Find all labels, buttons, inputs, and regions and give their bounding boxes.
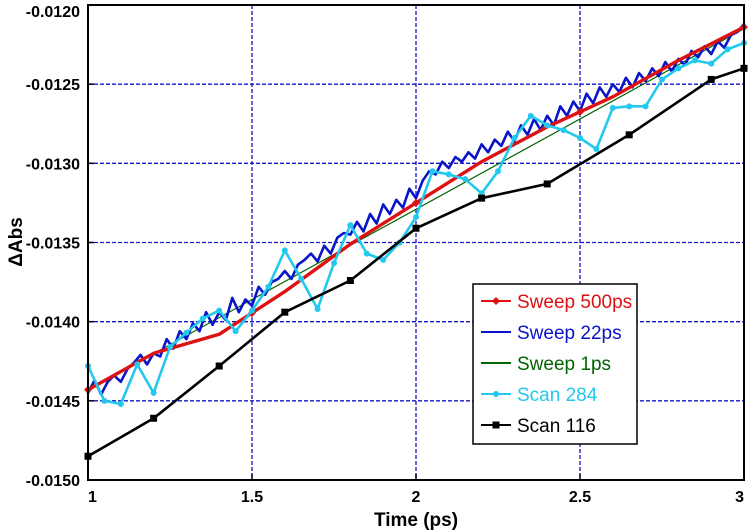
- scan-284-point: [642, 103, 649, 110]
- y-tick-label: -0.0125: [26, 77, 80, 94]
- scan-284-point: [265, 283, 272, 290]
- legend-label: Scan 284: [517, 385, 598, 406]
- scan-284-point: [675, 65, 682, 72]
- legend-label: Sweep 22ps: [517, 323, 622, 344]
- scan-284-point: [429, 168, 436, 175]
- x-axis-ticks: 1 1.5 2 2.5 3: [87, 474, 745, 506]
- scan-284-point: [183, 329, 190, 336]
- x-tick-label: 3: [735, 489, 744, 506]
- scan-284-point: [298, 275, 305, 282]
- scan-284-point: [691, 57, 698, 64]
- sweep-500ps-point: [576, 107, 584, 116]
- scan-116-point: [281, 308, 289, 316]
- scan-284-point: [216, 307, 223, 314]
- scan-284-point: [413, 214, 419, 221]
- scan-284-point: [462, 176, 469, 183]
- scan-284-point: [347, 222, 354, 229]
- scan-284-point: [493, 391, 499, 397]
- x-tick-label: 1: [88, 489, 97, 506]
- scan-284-point: [544, 122, 551, 129]
- sweep-22ps-series: [86, 22, 746, 396]
- scan-284-point: [609, 104, 616, 111]
- scan-284-point: [101, 397, 108, 404]
- scan-116-point: [150, 414, 158, 422]
- scan-284-point: [495, 168, 501, 175]
- scan-116-point: [215, 362, 223, 370]
- scan-284-point: [117, 401, 124, 407]
- scan-284-point: [380, 256, 387, 263]
- y-tick-label: -0.0135: [26, 236, 80, 253]
- legend-entry-sweep-500ps: Sweep 500ps: [481, 292, 632, 313]
- scan-284-point: [232, 328, 239, 335]
- legend-label: Scan 116: [517, 416, 596, 437]
- x-tick-label: 2.5: [569, 489, 591, 506]
- series-layer: [84, 22, 748, 460]
- scan-284-point: [626, 103, 633, 110]
- legend: Sweep 500ps Sweep 22ps Sweep 1ps Scan 284 Sc…: [472, 283, 638, 445]
- scan-284-point: [593, 146, 600, 153]
- y-axis-ticks: -0.0150 -0.0145 -0.0140 -0.0135 -0.0130 -0.01…: [26, 4, 94, 490]
- scan-284-point: [511, 135, 518, 141]
- scan-284-point: [577, 135, 583, 141]
- scan-284-point: [134, 361, 141, 368]
- scan-116-point: [625, 131, 633, 139]
- scan-284-point: [363, 250, 370, 257]
- scan-284-point: [199, 315, 206, 322]
- scan-116-point: [707, 75, 715, 83]
- x-axis-label: Time (ps): [374, 510, 458, 531]
- scan-284-point: [331, 260, 337, 267]
- y-tick-label: -0.0120: [26, 4, 80, 21]
- scan-284-point: [167, 344, 173, 350]
- legend-label: Sweep 500ps: [517, 292, 632, 313]
- scan-116-point: [346, 277, 354, 284]
- legend-entry-sweep-22ps: Sweep 22ps: [481, 323, 622, 344]
- legend-label: Sweep 1ps: [517, 354, 611, 375]
- y-tick-label: -0.0145: [26, 394, 80, 411]
- sweep-22ps-line: [86, 22, 746, 396]
- sweep-500ps-point: [492, 297, 500, 305]
- scan-284-series: [85, 40, 747, 407]
- scan-284-point: [249, 307, 255, 314]
- scan-284-point: [314, 306, 321, 312]
- scan-284-point: [724, 46, 731, 53]
- scan-284-point: [150, 389, 157, 396]
- scan-116-point: [543, 180, 551, 188]
- scan-284-point: [281, 247, 288, 254]
- y-axis-label: ΔAbs: [6, 217, 27, 267]
- y-tick-label: -0.0150: [26, 473, 80, 490]
- scan-116-point: [478, 194, 486, 202]
- legend-entry-scan-284: Scan 284: [481, 385, 598, 406]
- y-tick-label: -0.0140: [26, 315, 80, 332]
- x-tick-label: 2: [412, 489, 421, 506]
- scan-284-point: [445, 171, 452, 178]
- y-tick-label: -0.0130: [26, 156, 80, 173]
- sweep-500ps-point: [412, 198, 420, 207]
- scan-116-point: [412, 224, 420, 232]
- x-tick-label: 1.5: [241, 489, 263, 506]
- legend-entry-scan-116: Scan 116: [481, 416, 596, 437]
- scan-284-point: [708, 60, 715, 67]
- scan-284-point: [659, 76, 665, 83]
- scan-116-point: [492, 421, 500, 429]
- scan-284-point: [560, 127, 567, 134]
- scan-284-point: [527, 112, 534, 119]
- legend-entry-sweep-1ps: Sweep 1ps: [481, 354, 611, 375]
